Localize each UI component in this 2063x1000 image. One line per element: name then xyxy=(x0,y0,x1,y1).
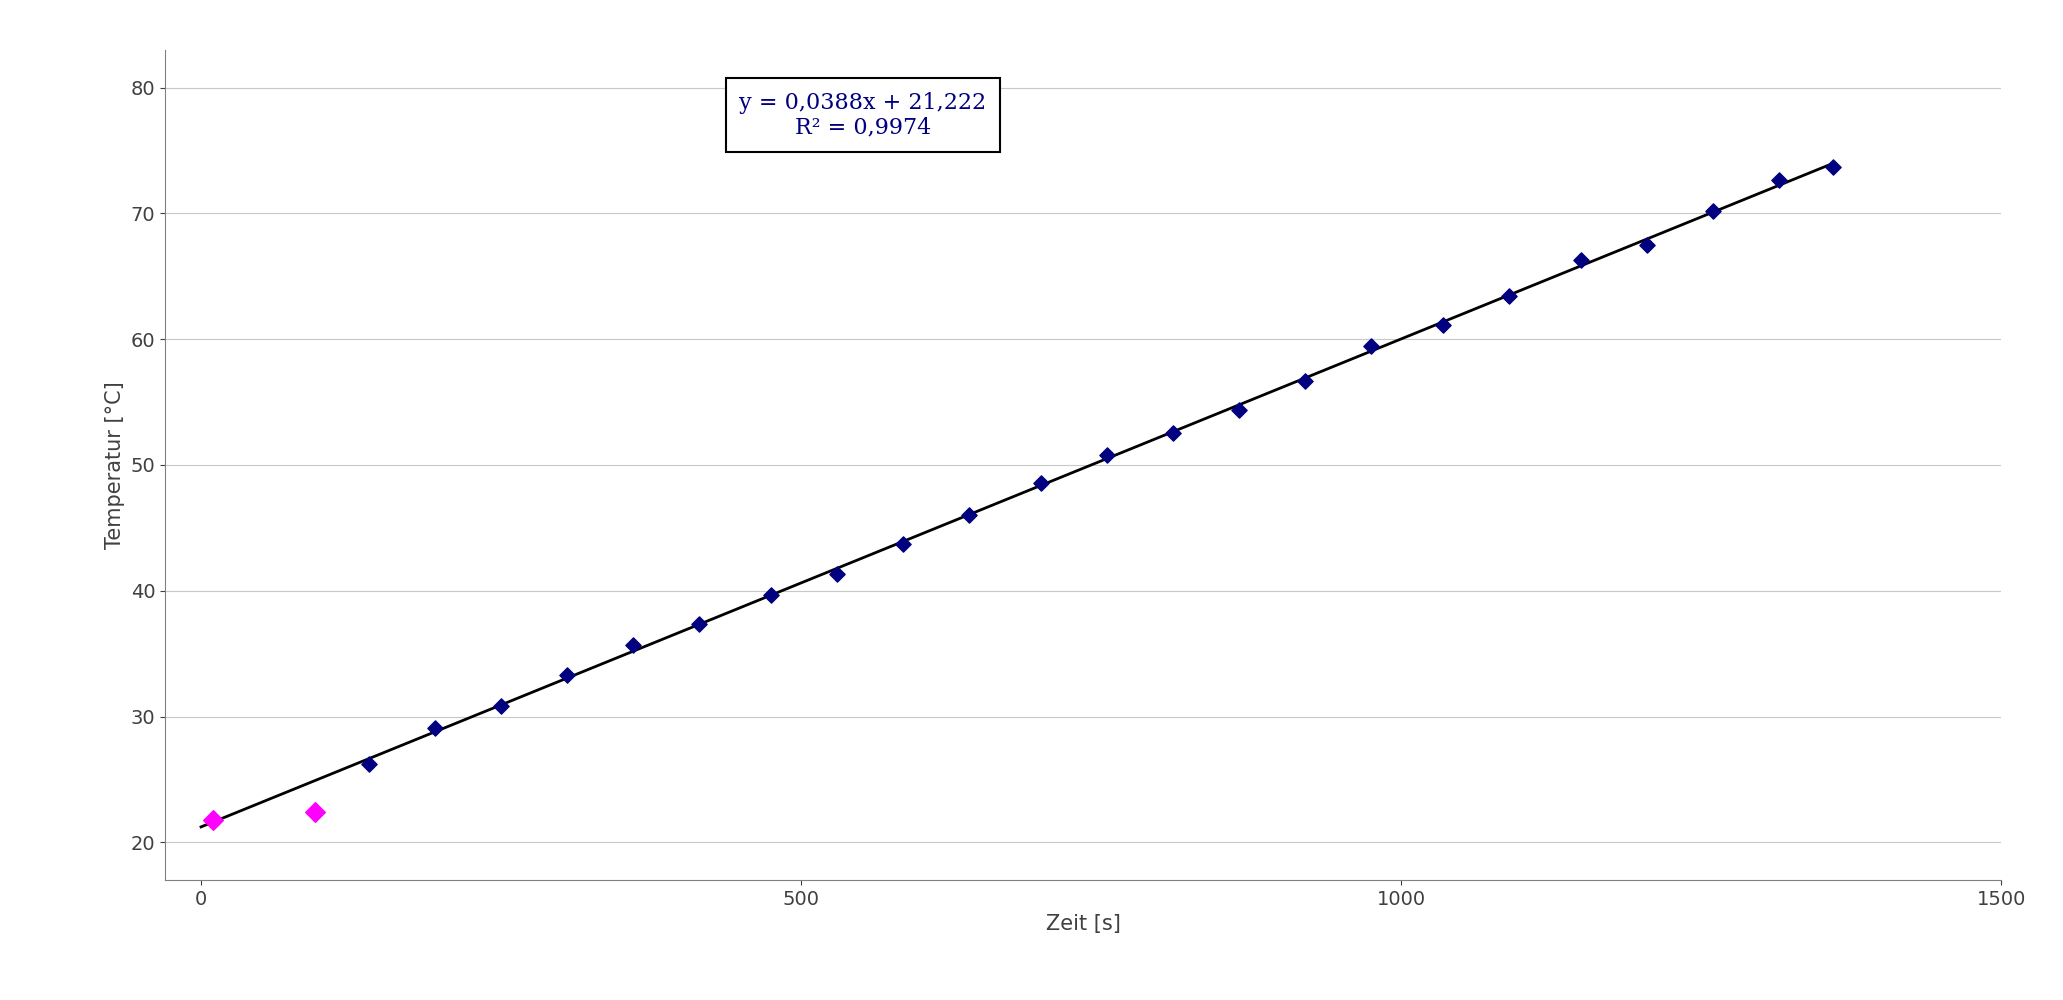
Point xyxy=(1289,373,1322,389)
Point xyxy=(353,756,386,772)
Point xyxy=(1762,172,1795,188)
Point xyxy=(617,637,650,653)
Point xyxy=(1223,402,1256,418)
Point xyxy=(1157,425,1190,441)
Point xyxy=(887,536,920,552)
Point xyxy=(1428,317,1461,333)
Point xyxy=(1494,288,1527,304)
Point xyxy=(683,616,716,632)
Text: y = 0,0388x + 21,222
R² = 0,9974: y = 0,0388x + 21,222 R² = 0,9974 xyxy=(739,92,986,139)
Y-axis label: Temperatur [°C]: Temperatur [°C] xyxy=(105,381,126,549)
Point xyxy=(485,698,518,714)
Point xyxy=(1564,252,1597,268)
X-axis label: Zeit [s]: Zeit [s] xyxy=(1046,914,1120,934)
Point xyxy=(1091,447,1124,463)
Point xyxy=(551,667,584,683)
Point xyxy=(299,804,332,820)
Point xyxy=(1818,159,1851,175)
Point xyxy=(1025,475,1058,491)
Point xyxy=(419,720,452,736)
Point xyxy=(821,566,854,582)
Point xyxy=(755,587,788,603)
Point xyxy=(196,812,229,828)
Point xyxy=(953,507,986,523)
Point xyxy=(1696,203,1729,219)
Point xyxy=(1630,237,1663,253)
Point xyxy=(1355,338,1388,354)
